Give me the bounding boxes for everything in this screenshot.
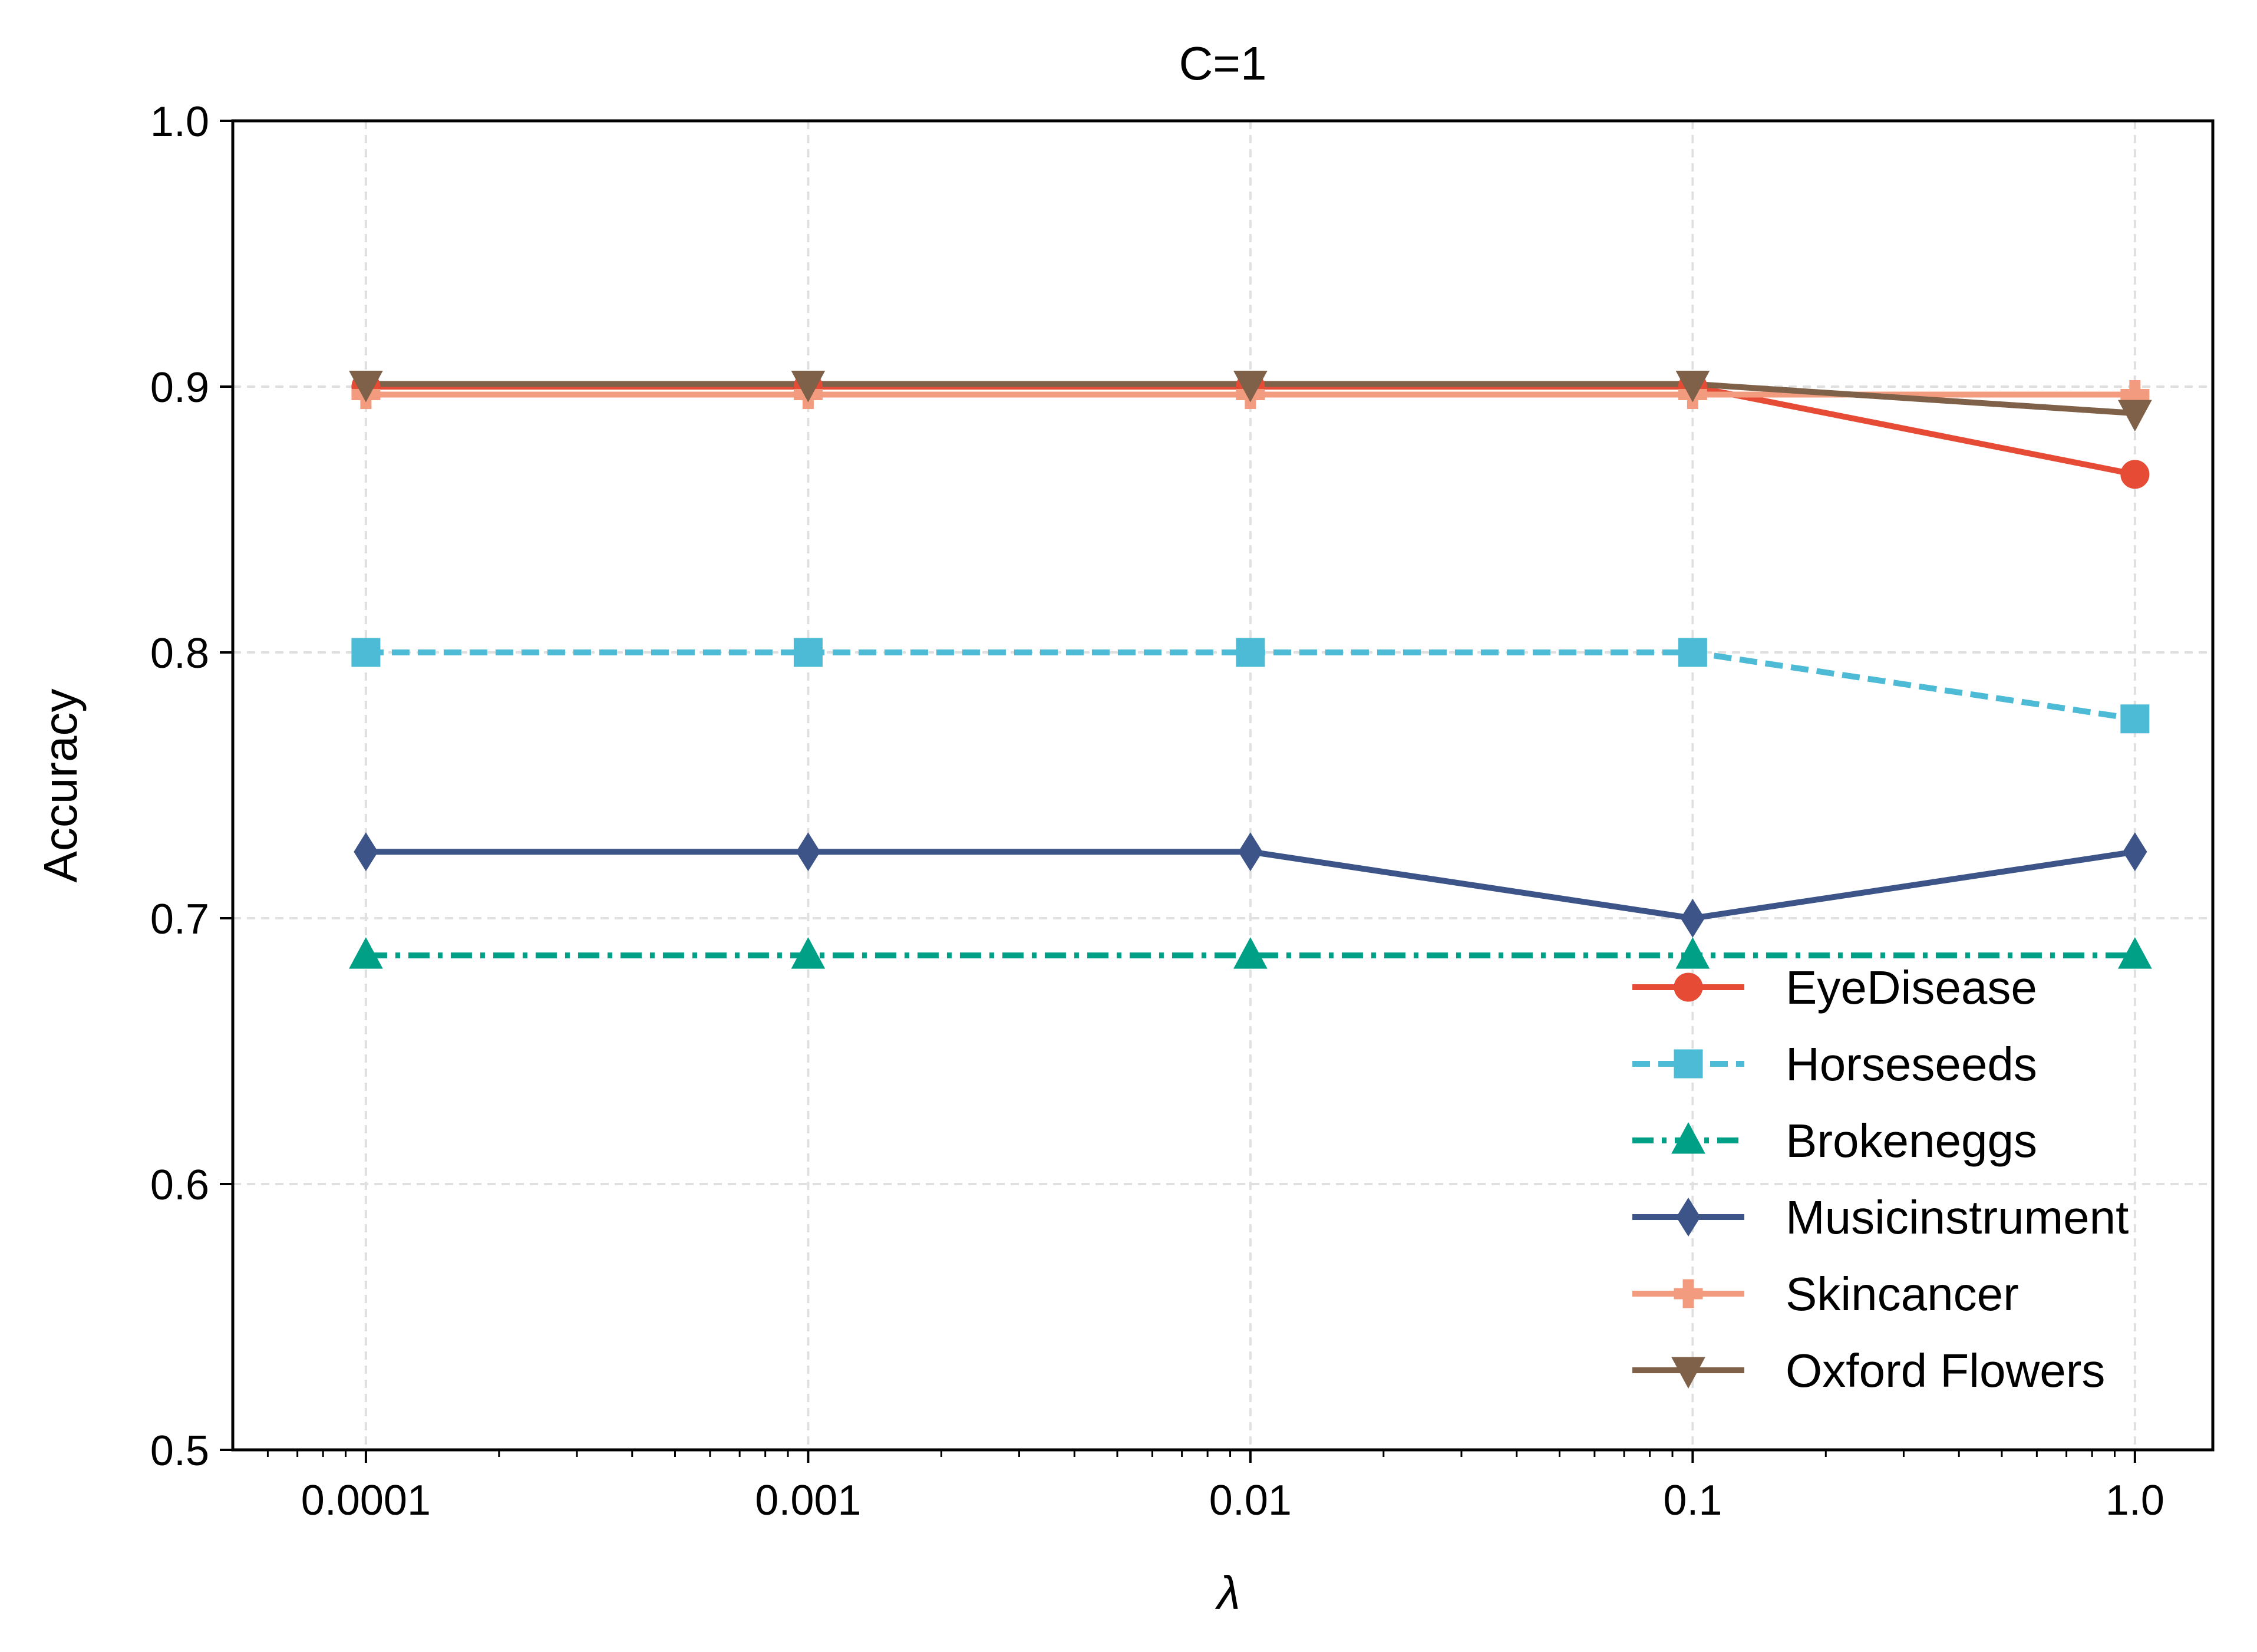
y-tick-label: 0.9 — [150, 364, 209, 411]
data-point-horseseeds — [1678, 638, 1707, 667]
y-axis-label: Accuracy — [34, 689, 87, 883]
data-point-horseseeds — [793, 638, 823, 667]
x-tick-label: 0.0001 — [301, 1477, 431, 1524]
data-point-horseseeds — [1236, 638, 1265, 667]
data-point-brokeneggs — [791, 937, 826, 969]
legend-marker — [1671, 1357, 1705, 1389]
legend-marker — [1674, 1279, 1703, 1308]
y-tick-label: 0.7 — [150, 896, 209, 943]
chart-title: C=1 — [1179, 37, 1267, 90]
data-point-oxford-flowers — [1233, 370, 1268, 403]
x-axis-ticks: 0.0001 0.001 0.01 0.1 1.0 — [266, 1450, 2164, 1524]
data-point-musicinstrument — [2123, 832, 2147, 872]
data-point-brokeneggs — [1233, 937, 1268, 969]
data-point-brokeneggs — [349, 937, 383, 969]
data-point-oxford-flowers — [791, 370, 826, 403]
x-tick-label: 0.01 — [1209, 1477, 1292, 1524]
legend-marker — [1674, 972, 1703, 1002]
legend-label: EyeDisease — [1786, 961, 2037, 1014]
data-point-eyedisease — [2120, 460, 2150, 489]
x-tick-label: 1.0 — [2106, 1477, 2164, 1524]
data-point-musicinstrument — [1238, 832, 1263, 872]
y-tick-label: 1.0 — [150, 98, 209, 146]
data-point-horseseeds — [351, 638, 381, 667]
legend-marker — [1676, 1198, 1701, 1236]
y-tick-label: 0.5 — [150, 1427, 209, 1475]
legend: EyeDisease Horseseeds Brokeneggs Musicinstr… — [1632, 961, 2129, 1397]
data-point-brokeneggs — [2118, 937, 2152, 969]
data-point-oxford-flowers — [349, 370, 383, 403]
y-tick-label: 0.8 — [150, 630, 209, 677]
y-axis-ticks: 0.5 0.6 0.7 0.8 0.9 1.0 — [150, 98, 233, 1475]
x-tick-label: 0.001 — [755, 1477, 861, 1524]
plot-frame — [231, 119, 2215, 1452]
legend-label: Skincancer — [1786, 1268, 2019, 1320]
legend-label: Horseseeds — [1786, 1038, 2037, 1090]
legend-marker — [1671, 1122, 1705, 1154]
data-point-horseseeds — [2120, 704, 2150, 734]
data-point-musicinstrument — [1680, 899, 1705, 938]
legend-marker — [1674, 1049, 1703, 1079]
legend-label: Brokeneggs — [1786, 1114, 2037, 1167]
x-tick-label: 0.1 — [1663, 1477, 1722, 1524]
legend-label: Oxford Flowers — [1786, 1344, 2105, 1397]
data-point-oxford-flowers — [2118, 400, 2152, 432]
legend-label: Musicinstrument — [1786, 1191, 2129, 1244]
series-markers — [349, 370, 2152, 969]
x-axis-label: λ — [1215, 1567, 1240, 1619]
y-tick-label: 0.6 — [150, 1162, 209, 1209]
data-point-musicinstrument — [354, 832, 378, 872]
data-point-oxford-flowers — [1675, 370, 1710, 403]
data-point-musicinstrument — [796, 832, 820, 872]
data-point-brokeneggs — [1675, 937, 1710, 969]
